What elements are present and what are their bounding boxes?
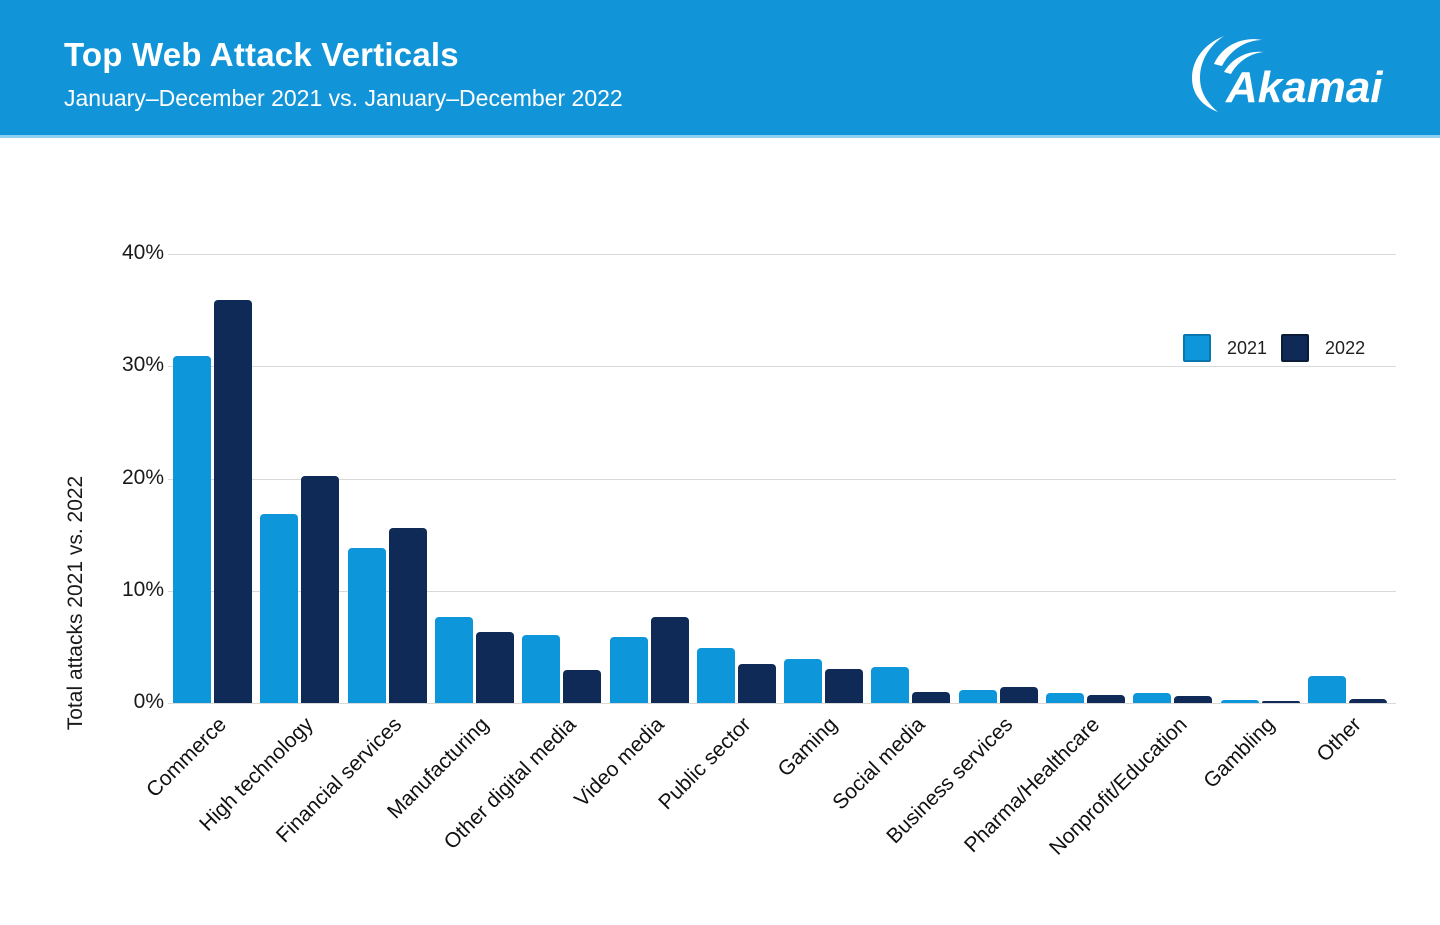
header-banner: Top Web Attack Verticals January–Decembe…	[0, 0, 1440, 138]
bar-2022-video-media	[651, 617, 689, 703]
bar-2022-other	[1349, 699, 1387, 703]
gridline-10	[168, 590, 1396, 592]
gridline-40	[168, 254, 1396, 255]
bar-2022-high-technology	[301, 476, 339, 703]
bar-2021-manufacturing	[435, 617, 473, 703]
bar-2022-manufacturing	[476, 632, 514, 703]
bar-2021-high-technology	[260, 514, 298, 703]
bar-2022-gambling	[1262, 701, 1300, 703]
svg-text:Akamai: Akamai	[1225, 63, 1383, 112]
y-tick-label: 30%	[121, 353, 164, 377]
legend-item-2021: 2021	[1183, 334, 1267, 362]
bar-2022-other-digital-media	[563, 670, 601, 703]
legend-swatch-2022	[1281, 334, 1310, 362]
bar-2021-social-media	[871, 667, 909, 703]
chart-area: 2021 2022 Total attacks 2021 vs. 2022 0%…	[0, 138, 1440, 925]
bar-2021-business-services	[959, 690, 997, 703]
bar-2021-gambling	[1221, 700, 1259, 703]
bar-2022-financial-services	[389, 528, 427, 703]
y-tick-label: 20%	[121, 465, 164, 489]
bar-2021-financial-services	[348, 548, 386, 703]
bar-2022-pharma-healthcare	[1087, 695, 1125, 703]
page-subtitle: January–December 2021 vs. January–Decemb…	[64, 85, 623, 111]
y-tick-label: 10%	[121, 577, 164, 601]
x-category-label: Commerce	[142, 713, 232, 802]
legend-swatch-2021	[1183, 334, 1211, 362]
legend-item-2022: 2022	[1281, 334, 1365, 362]
bar-2021-commerce	[173, 356, 211, 703]
gridline-30	[168, 366, 1396, 368]
bar-2021-other	[1308, 676, 1346, 703]
gridline-0	[168, 703, 1396, 704]
x-category-label: Gaming	[774, 713, 843, 782]
akamai-logo: Akamai	[1188, 28, 1388, 116]
bar-2022-business-services	[1000, 687, 1038, 703]
x-category-label: Other	[1312, 713, 1367, 767]
y-tick-label: 40%	[121, 241, 164, 264]
bar-2022-public-sector	[738, 664, 776, 703]
bar-2021-nonprofit-education	[1133, 693, 1171, 703]
bar-2021-gaming	[784, 659, 822, 703]
bar-2021-video-media	[610, 637, 648, 703]
y-tick-label: 0%	[133, 690, 164, 713]
bar-2022-nonprofit-education	[1174, 696, 1212, 703]
bar-2021-pharma-healthcare	[1046, 693, 1084, 703]
gridline-20	[168, 478, 1396, 480]
bar-2022-gaming	[825, 669, 863, 703]
bar-2022-social-media	[912, 692, 950, 703]
page-title: Top Web Attack Verticals	[64, 36, 459, 73]
x-category-label: Gambling	[1199, 713, 1280, 793]
legend-label-2022: 2022	[1325, 337, 1366, 358]
bar-2021-other-digital-media	[522, 635, 560, 703]
bar-2022-commerce	[214, 300, 252, 703]
akamai-wave-icon: Akamai	[1192, 36, 1383, 112]
legend-label-2021: 2021	[1227, 337, 1268, 358]
x-category-label: Public sector	[653, 713, 756, 815]
bar-2021-public-sector	[697, 648, 735, 703]
chart-legend: 2021 2022	[1183, 334, 1365, 362]
